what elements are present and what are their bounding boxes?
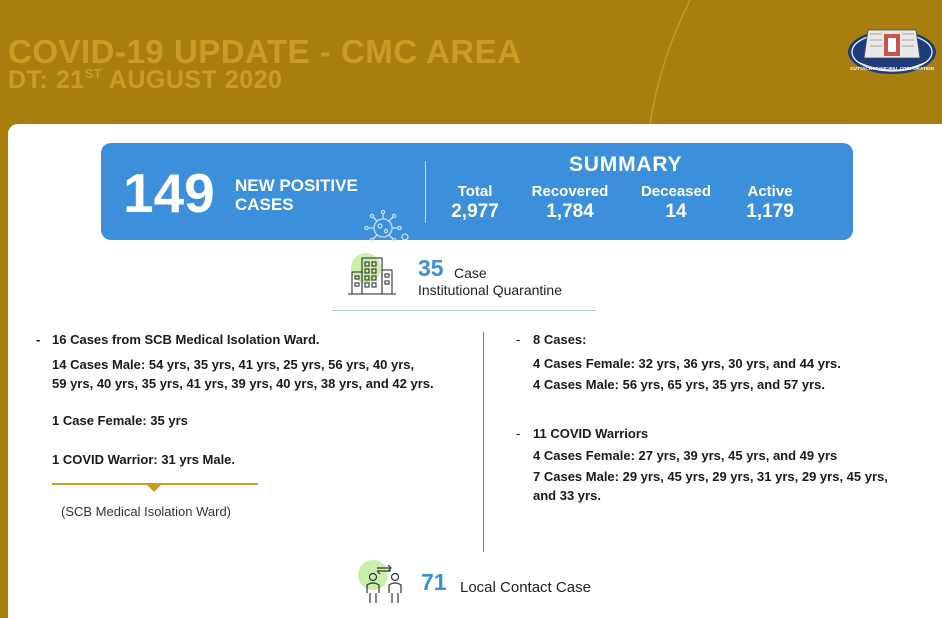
right-group2-heading: 11 COVID Warriors bbox=[533, 426, 649, 441]
new-positive-label: NEW POSITIVE CASES bbox=[235, 176, 358, 214]
right-group2-female: 4 Cases Female: 27 yrs, 39 yrs, 45 yrs, … bbox=[533, 448, 838, 463]
left-male-line2: 59 yrs, 40 yrs, 35 yrs, 41 yrs, 39 yrs, … bbox=[52, 376, 434, 391]
summary-banner: 149 NEW POSITIVE CASES SUMMARY Total 2,9… bbox=[101, 143, 853, 243]
list-bullet: - bbox=[516, 332, 521, 347]
stat-value: 2,977 bbox=[451, 201, 499, 222]
stat-recovered: Recovered 1,784 bbox=[525, 183, 615, 223]
building-icon bbox=[348, 253, 396, 295]
right-group2-male-line2: and 33 yrs. bbox=[533, 488, 601, 503]
source-divider bbox=[52, 483, 258, 485]
stat-label: Total bbox=[457, 183, 493, 200]
stat-active: Active 1,179 bbox=[735, 183, 805, 223]
left-male-line1: 14 Cases Male: 54 yrs, 35 yrs, 41 yrs, 2… bbox=[52, 357, 415, 372]
left-heading: 16 Cases from SCB Medical Isolation Ward… bbox=[52, 332, 320, 347]
stat-value: 1,179 bbox=[746, 201, 794, 222]
summary-title: SUMMARY bbox=[569, 153, 683, 176]
stat-value: 14 bbox=[665, 201, 687, 222]
right-group1-female: 4 Cases Female: 32 yrs, 36 yrs, 30 yrs, … bbox=[533, 356, 841, 371]
page-title: COVID-19 UPDATE - CMC AREA bbox=[8, 33, 522, 70]
column-divider bbox=[483, 332, 484, 552]
stat-value: 1,784 bbox=[546, 201, 594, 222]
right-group1-male: 4 Cases Male: 56 yrs, 65 yrs, 35 yrs, an… bbox=[533, 377, 825, 392]
local-contact-label: Local Contact Case bbox=[460, 579, 591, 596]
source-pointer bbox=[147, 485, 161, 492]
quarantine-unit: Case bbox=[454, 265, 487, 281]
list-bullet: - bbox=[516, 426, 521, 441]
stat-label: Active bbox=[747, 183, 793, 200]
left-female: 1 Case Female: 35 yrs bbox=[52, 413, 188, 428]
quarantine-count: 35 bbox=[418, 255, 444, 281]
right-group1-heading: 8 Cases: bbox=[533, 332, 587, 347]
new-positive-count: 149 bbox=[123, 162, 215, 224]
right-group2-male-line1: 7 Cases Male: 29 yrs, 45 yrs, 29 yrs, 31… bbox=[533, 469, 888, 484]
local-contact-count: 71 bbox=[421, 569, 447, 595]
svg-text:CUTTACK MUNICIPAL CORPORATION: CUTTACK MUNICIPAL CORPORATION bbox=[850, 66, 934, 71]
quarantine-underline bbox=[332, 310, 596, 311]
virus-icon bbox=[364, 209, 409, 243]
list-bullet: - bbox=[36, 332, 41, 347]
left-warrior: 1 COVID Warrior: 31 yrs Male. bbox=[52, 452, 236, 467]
banner-divider bbox=[425, 161, 426, 223]
report-date: DT: 21ST AUGUST 2020 bbox=[8, 66, 283, 94]
stat-deceased: Deceased 14 bbox=[633, 183, 719, 223]
quarantine-label: Institutional Quarantine bbox=[418, 282, 562, 298]
source-label: (SCB Medical Isolation Ward) bbox=[61, 504, 232, 519]
cuttack-municipal-logo: CUTTACK MUNICIPAL CORPORATION bbox=[848, 29, 936, 74]
people-contact-icon bbox=[358, 560, 402, 603]
stat-label: Deceased bbox=[640, 183, 712, 200]
stat-label: Recovered bbox=[531, 183, 609, 200]
stat-total: Total 2,977 bbox=[447, 183, 503, 223]
